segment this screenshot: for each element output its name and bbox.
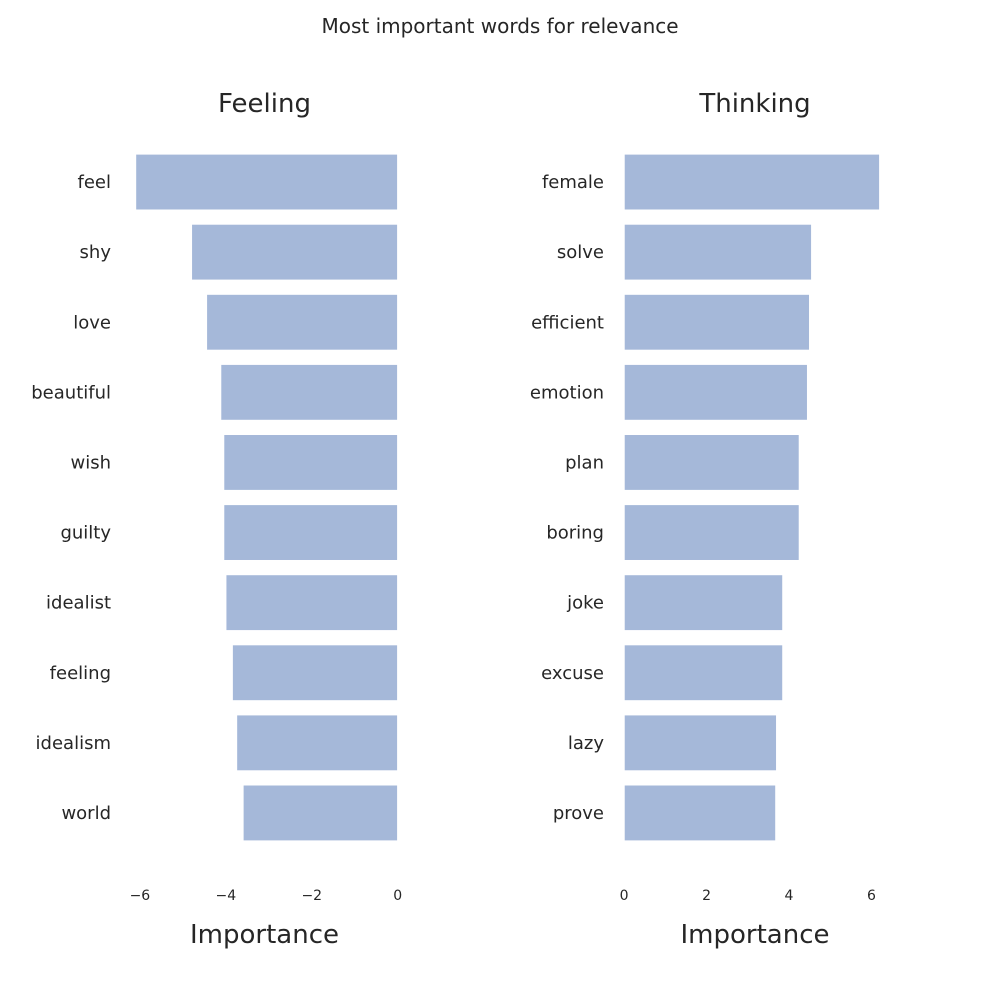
bar-shy <box>190 223 399 281</box>
category-label: lazy <box>568 733 604 754</box>
category-label: feel <box>78 172 112 193</box>
x-tick-label: 2 <box>702 888 711 904</box>
bar-plan <box>623 433 800 492</box>
bar-feeling <box>231 644 399 702</box>
category-label: emotion <box>530 382 604 403</box>
bar-excuse <box>623 644 784 702</box>
bar-world <box>242 784 399 842</box>
x-tick-label: 6 <box>867 888 876 904</box>
bar-solve <box>623 223 813 281</box>
bar-emotion <box>623 363 809 421</box>
category-label: solve <box>557 242 604 263</box>
category-label: plan <box>565 452 604 473</box>
category-label: efficient <box>531 312 604 333</box>
panel-title: Thinking <box>698 89 810 119</box>
bar-boring <box>623 503 800 562</box>
category-label: guilty <box>60 523 111 544</box>
x-tick-label: −2 <box>301 888 322 904</box>
category-label: female <box>542 172 604 193</box>
bar-guilty <box>223 503 399 562</box>
bar-wish <box>223 433 399 492</box>
bar-idealist <box>225 574 399 632</box>
category-label: feeling <box>50 663 111 684</box>
bar-feel <box>134 153 399 211</box>
category-label: shy <box>80 242 112 263</box>
category-label: prove <box>553 803 604 824</box>
x-tick-label: 4 <box>785 888 794 904</box>
bar-idealism <box>235 714 399 772</box>
chart-suptitle: Most important words for relevance <box>321 14 679 38</box>
bar-lazy <box>623 714 778 772</box>
x-tick-label: 0 <box>393 888 402 904</box>
bar-prove <box>623 784 777 842</box>
x-tick-label: −4 <box>216 888 237 904</box>
x-axis-label: Importance <box>190 920 339 950</box>
category-label: love <box>73 312 111 333</box>
category-label: idealist <box>46 593 111 614</box>
x-tick-label: 0 <box>620 888 629 904</box>
category-label: boring <box>546 523 604 544</box>
bar-efficient <box>623 293 811 351</box>
bar-female <box>623 153 881 211</box>
x-tick-label: −6 <box>130 888 151 904</box>
category-label: beautiful <box>31 382 111 403</box>
category-label: wish <box>70 452 111 473</box>
bar-love <box>205 293 399 351</box>
category-label: excuse <box>541 663 604 684</box>
bar-beautiful <box>220 363 399 421</box>
category-label: joke <box>566 593 604 614</box>
category-label: world <box>61 803 111 824</box>
x-axis-label: Importance <box>681 920 830 950</box>
category-label: idealism <box>36 733 111 754</box>
panel-title: Feeling <box>218 89 311 119</box>
bar-joke <box>623 574 784 632</box>
